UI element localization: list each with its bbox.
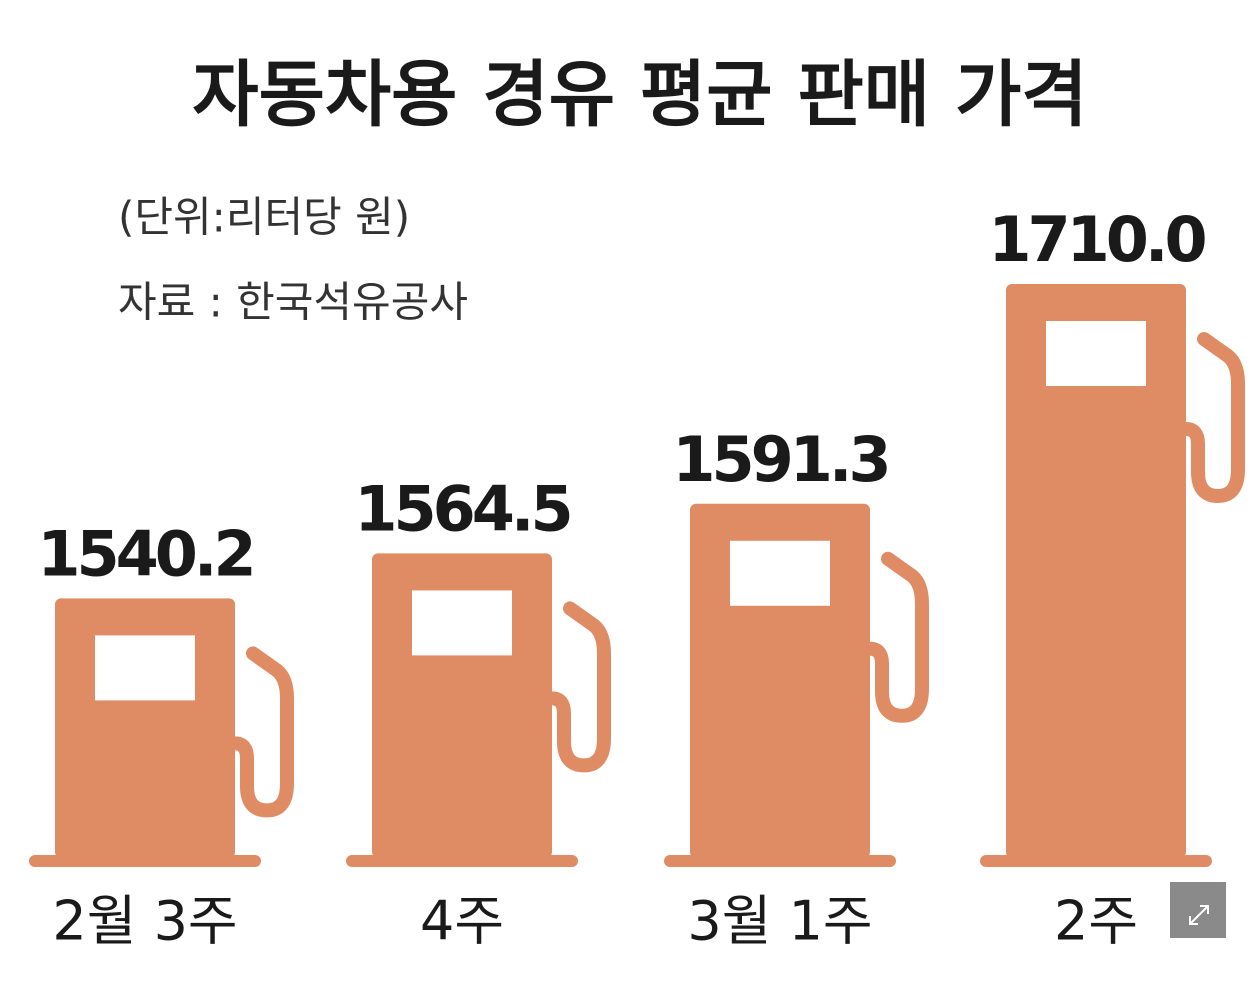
chart-subtitle: (단위:리터당 원) <box>118 193 410 242</box>
pump-window <box>730 540 830 606</box>
value-label: 1540.2 <box>37 517 252 590</box>
value-label: 1710.0 <box>988 203 1205 276</box>
value-label: 1564.5 <box>354 473 569 546</box>
pump-hose <box>545 601 611 773</box>
chart-source: 자료 : 한국석유공사 <box>118 278 468 327</box>
x-tick-label: 2월 3주 <box>52 890 237 953</box>
pump-window <box>95 635 195 701</box>
bar <box>1006 284 1186 858</box>
pump-hose <box>228 646 294 818</box>
x-tick-label: 3월 1주 <box>687 890 872 953</box>
pump-window <box>412 590 512 656</box>
pump-hose <box>1179 332 1245 503</box>
x-tick-label: 2주 <box>1054 890 1138 953</box>
value-label: 1591.3 <box>672 423 887 496</box>
chart-title: 자동차용 경유 평균 판매 가격 <box>192 53 1087 137</box>
pump-window <box>1046 321 1146 386</box>
pump-hose <box>863 551 929 723</box>
x-tick-label: 4주 <box>420 890 504 953</box>
expand-button[interactable] <box>1170 882 1226 938</box>
